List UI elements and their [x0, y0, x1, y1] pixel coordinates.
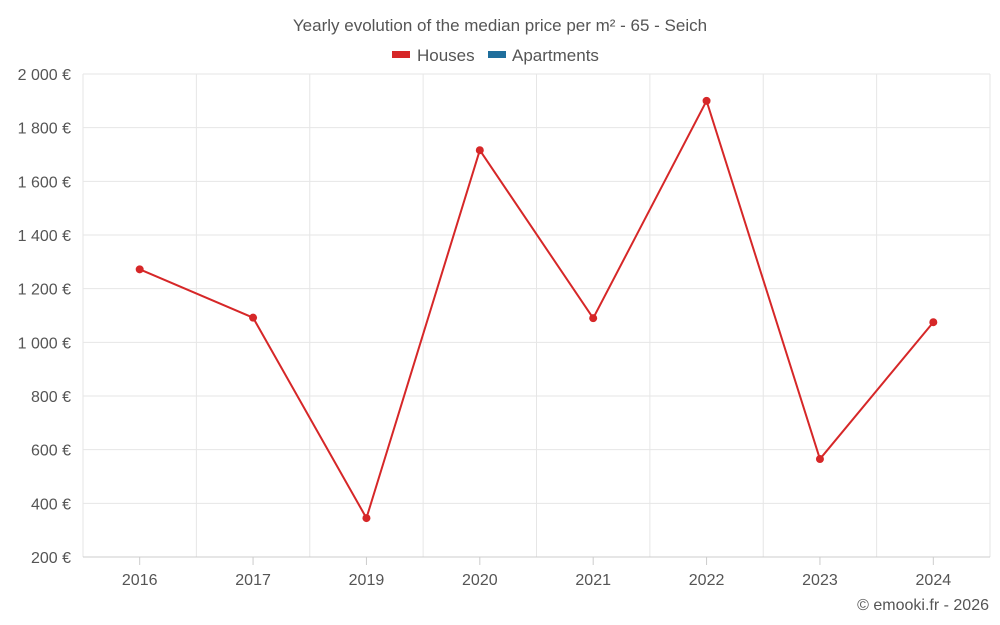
x-tick-label: 2017: [235, 572, 271, 589]
chart-title: Yearly evolution of the median price per…: [293, 16, 707, 35]
data-point-houses-2019[interactable]: [362, 514, 371, 523]
legend-swatch-apartments: [488, 51, 506, 58]
y-tick-label: 800 €: [31, 389, 71, 406]
data-point-houses-2022[interactable]: [702, 96, 711, 105]
y-tick-label: 200 €: [31, 550, 71, 567]
data-point-houses-2024[interactable]: [929, 318, 938, 327]
data-point-houses-2016[interactable]: [135, 265, 144, 274]
legend: Houses Apartments: [392, 46, 599, 65]
y-tick-label: 1 200 €: [18, 282, 71, 299]
x-tick-label: 2020: [462, 572, 498, 589]
x-tick-label: 2016: [122, 572, 158, 589]
x-tick-label: 2024: [916, 572, 952, 589]
y-tick-label: 1 800 €: [18, 121, 71, 138]
legend-label-houses: Houses: [417, 46, 475, 65]
x-axis-labels: 2016 2017 2019 2020 2021 2022 2023 2024: [122, 557, 951, 589]
x-gridlines: [82, 74, 991, 557]
legend-label-apartments: Apartments: [512, 46, 599, 65]
x-tick-label: 2019: [349, 572, 385, 589]
data-point-houses-2023[interactable]: [815, 455, 824, 464]
data-point-houses-2021[interactable]: [589, 314, 598, 323]
y-tick-label: 400 €: [31, 496, 71, 513]
legend-item-apartments[interactable]: Apartments: [488, 46, 599, 65]
series-layer: [135, 96, 938, 523]
x-tick-label: 2022: [689, 572, 725, 589]
y-tick-label: 1 000 €: [18, 335, 71, 352]
x-tick-label: 2023: [802, 572, 838, 589]
series-line-houses: [139, 98, 935, 521]
y-tick-label: 2 000 €: [18, 67, 71, 84]
legend-swatch-houses: [392, 51, 410, 58]
x-tick-label: 2021: [575, 572, 611, 589]
credit-text: © emooki.fr - 2026: [857, 597, 989, 614]
y-tick-label: 600 €: [31, 443, 71, 460]
legend-item-houses[interactable]: Houses: [392, 46, 475, 65]
y-tick-label: 1 400 €: [18, 228, 71, 245]
data-point-houses-2020[interactable]: [475, 146, 484, 155]
y-axis-labels: 200 € 400 € 600 € 800 € 1 000 € 1 200 € 1 400 …: [18, 67, 71, 567]
y-tick-label: 1 600 €: [18, 174, 71, 191]
data-point-houses-2017[interactable]: [249, 313, 258, 322]
